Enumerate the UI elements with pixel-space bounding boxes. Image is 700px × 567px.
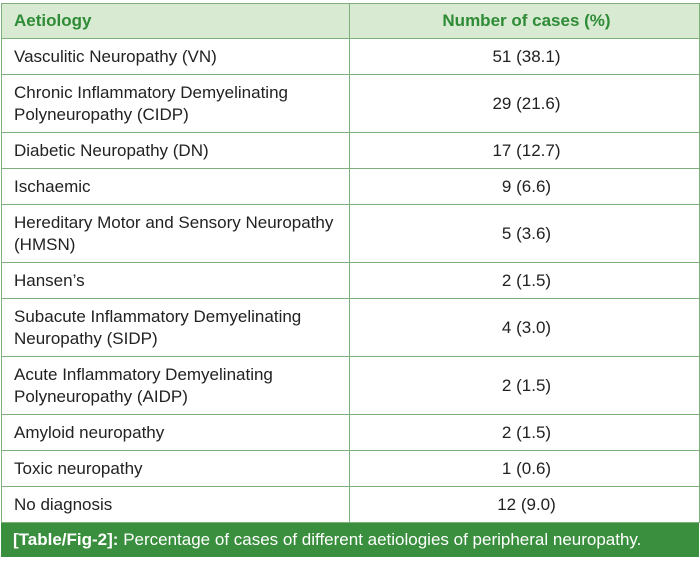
aetiology-cell: Hansen’s — [1, 262, 350, 299]
cases-cell: 17 (12.7) — [349, 132, 700, 169]
table-row: No diagnosis 12 (9.0) — [1, 486, 700, 523]
cases-cell: 2 (1.5) — [349, 414, 700, 451]
header-number-of-cases: Number of cases (%) — [349, 3, 700, 39]
caption-text: Percentage of cases of different aetiolo… — [123, 530, 642, 549]
table-row: Acute Inflammatory Demyelinating Polyneu… — [1, 356, 700, 415]
cases-cell: 51 (38.1) — [349, 38, 700, 75]
aetiology-cell: No diagnosis — [1, 486, 350, 523]
caption-label: [Table/Fig-2]: — [13, 530, 119, 549]
aetiology-table: Aetiology Number of cases (%) Vasculitic… — [1, 3, 700, 523]
aetiology-cell: Chronic Inflammatory Demyelinating Polyn… — [1, 74, 350, 133]
table-caption: [Table/Fig-2]: Percentage of cases of di… — [1, 523, 699, 557]
cases-cell: 9 (6.6) — [349, 168, 700, 205]
aetiology-cell: Vasculitic Neuropathy (VN) — [1, 38, 350, 75]
table-row: Amyloid neuropathy 2 (1.5) — [1, 414, 700, 451]
table-row: Ischaemic 9 (6.6) — [1, 168, 700, 205]
cases-cell: 5 (3.6) — [349, 204, 700, 263]
aetiology-cell: Hereditary Motor and Sensory Neuropathy … — [1, 204, 350, 263]
table-row: Vasculitic Neuropathy (VN) 51 (38.1) — [1, 38, 700, 75]
aetiology-cell: Amyloid neuropathy — [1, 414, 350, 451]
cases-cell: 1 (0.6) — [349, 450, 700, 487]
table-row: Subacute Inflammatory Demyelinating Neur… — [1, 298, 700, 357]
table-row: Toxic neuropathy 1 (0.6) — [1, 450, 700, 487]
cases-cell: 29 (21.6) — [349, 74, 700, 133]
aetiology-cell: Subacute Inflammatory Demyelinating Neur… — [1, 298, 350, 357]
aetiology-cell: Diabetic Neuropathy (DN) — [1, 132, 350, 169]
table-row: Chronic Inflammatory Demyelinating Polyn… — [1, 74, 700, 133]
cases-cell: 2 (1.5) — [349, 262, 700, 299]
aetiology-cell: Acute Inflammatory Demyelinating Polyneu… — [1, 356, 350, 415]
aetiology-cell: Toxic neuropathy — [1, 450, 350, 487]
table-row: Hansen’s 2 (1.5) — [1, 262, 700, 299]
table-header-row: Aetiology Number of cases (%) — [1, 3, 700, 39]
table-row: Hereditary Motor and Sensory Neuropathy … — [1, 204, 700, 263]
cases-cell: 4 (3.0) — [349, 298, 700, 357]
header-aetiology: Aetiology — [1, 3, 350, 39]
cases-cell: 2 (1.5) — [349, 356, 700, 415]
aetiology-cell: Ischaemic — [1, 168, 350, 205]
table-figure: Aetiology Number of cases (%) Vasculitic… — [1, 3, 700, 557]
table-row: Diabetic Neuropathy (DN) 17 (12.7) — [1, 132, 700, 169]
cases-cell: 12 (9.0) — [349, 486, 700, 523]
